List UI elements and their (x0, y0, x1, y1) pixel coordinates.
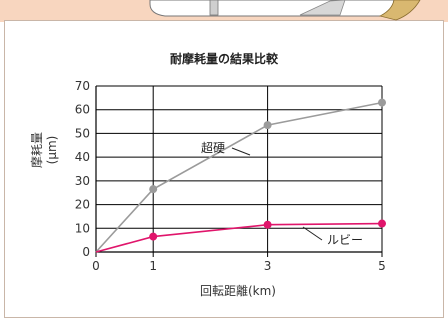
y-tick-label: 50 (75, 126, 90, 140)
chart-title: 耐摩耗量の結果比較 (169, 52, 278, 66)
y-tick-label: 60 (75, 103, 90, 117)
x-tick-label: 5 (378, 259, 386, 273)
figure-card (4, 20, 444, 318)
tool-tip-icon (299, 0, 346, 16)
x-tick-label: 0 (92, 259, 100, 273)
series-line (95, 222, 383, 253)
data-point (263, 220, 272, 229)
y-tick-label: 70 (75, 79, 90, 93)
series-label-cemented-carbide: 超硬 (201, 140, 225, 155)
series-label-leader (302, 226, 323, 241)
gold-part-icon (378, 0, 421, 21)
series-label-ruby: ルビー (327, 233, 363, 247)
data-point (378, 219, 386, 228)
y-tick-label: 20 (75, 198, 90, 212)
series-line (95, 101, 383, 253)
data-point (378, 98, 386, 107)
data-point (149, 232, 158, 241)
x-tick-label: 3 (264, 259, 272, 273)
data-point (149, 185, 158, 194)
x-axis-label: 回転距離(km) (199, 284, 276, 298)
y-tick-label: 40 (75, 150, 90, 164)
y-tick-label: 10 (75, 221, 90, 235)
data-point (263, 121, 272, 130)
y-tick-label: 0 (82, 245, 90, 259)
series-label-leader (231, 147, 251, 156)
y-tick-label: 30 (75, 174, 90, 188)
y-axis-label: 摩耗量(μm) (30, 132, 59, 169)
x-tick-label: 1 (149, 259, 157, 273)
shaft-icon (209, 0, 219, 16)
